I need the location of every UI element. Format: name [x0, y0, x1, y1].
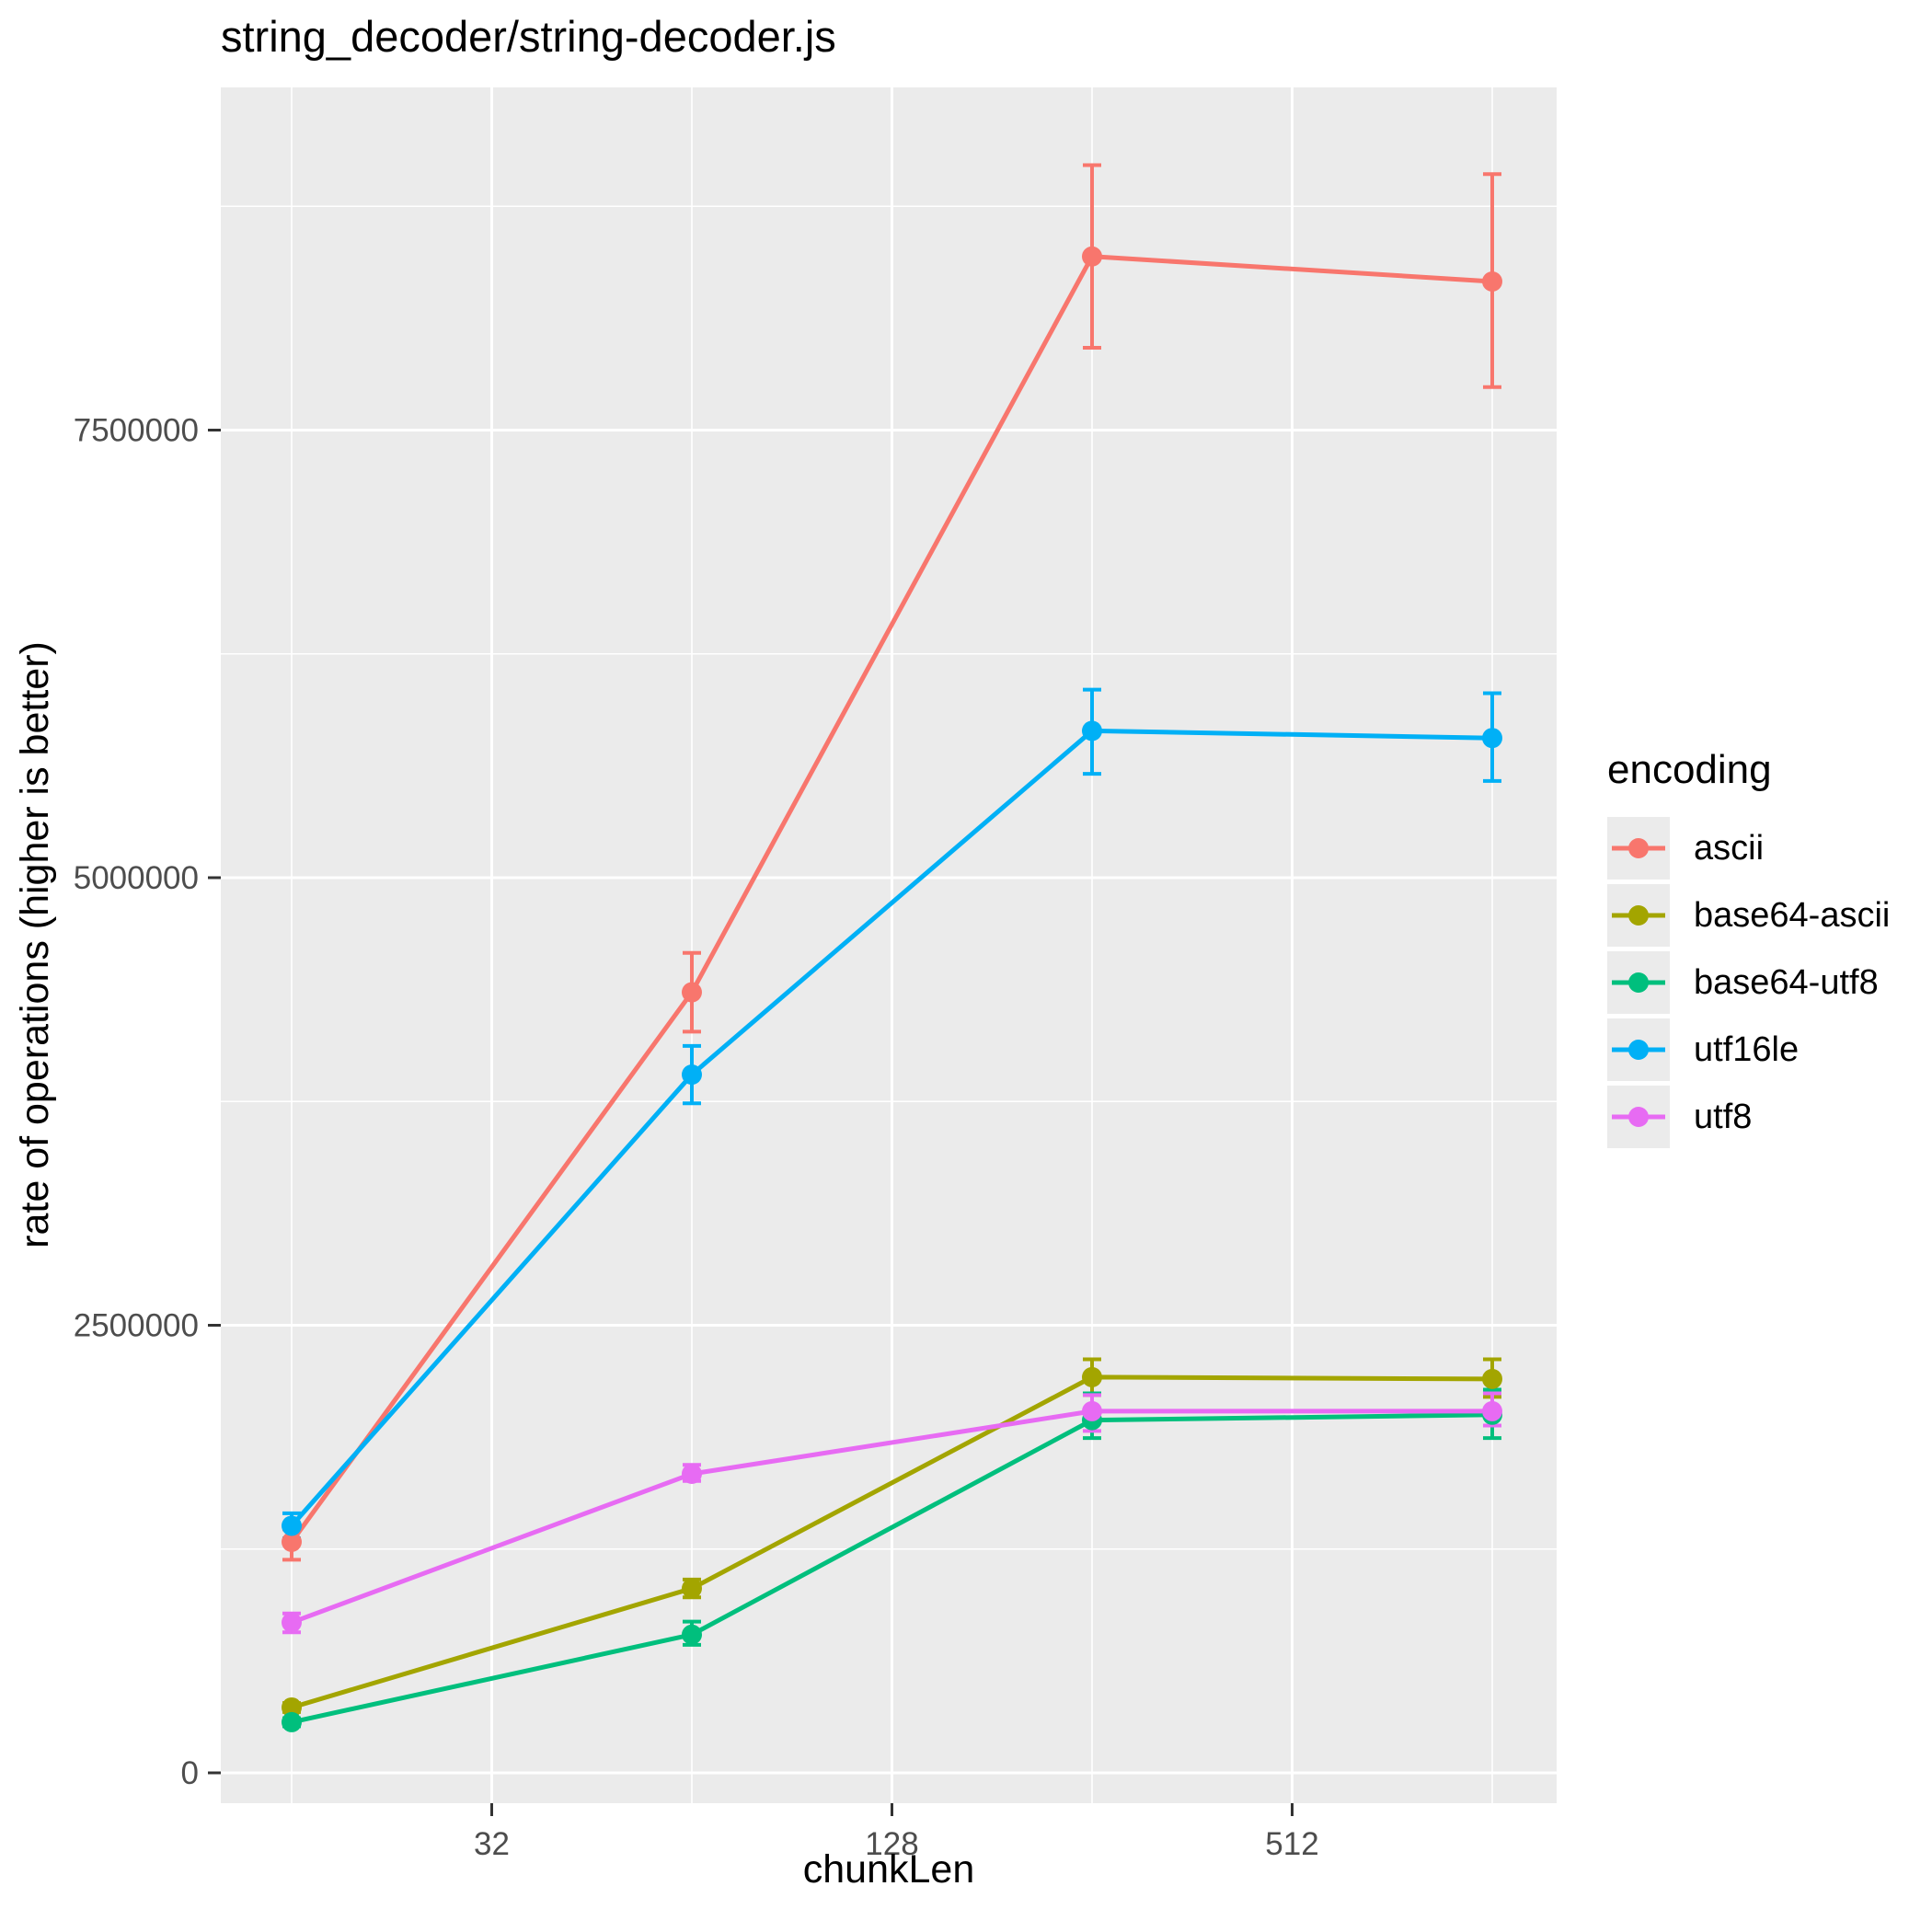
data-point-ascii: [1482, 270, 1502, 292]
data-point-utf8: [1082, 1400, 1102, 1421]
x-axis-title: chunkLen: [802, 1847, 975, 1892]
legend-label: base64-ascii: [1694, 895, 1891, 935]
data-point-base64-utf8: [282, 1711, 302, 1732]
legend-item-utf16le: utf16le: [1607, 1018, 1890, 1081]
data-point-utf16le: [282, 1515, 302, 1536]
data-point-utf16le: [1082, 720, 1102, 742]
legend-dot-icon: [1628, 905, 1649, 926]
legend-glyph-icon: [1612, 838, 1665, 858]
series-line-ascii: [289, 254, 1493, 1544]
legend-label: utf8: [1694, 1097, 1753, 1136]
data-point-ascii: [682, 982, 702, 1003]
y-tick-label: 7500000: [74, 413, 199, 449]
series-line-utf8: [291, 1409, 1492, 1625]
y-tick-label: 2500000: [74, 1308, 199, 1344]
data-point-base64-ascii: [282, 1696, 302, 1718]
data-point-utf8: [282, 1612, 302, 1633]
legend-label: base64-utf8: [1694, 962, 1879, 1002]
legend-title: encoding: [1607, 747, 1772, 792]
legend-dot-icon: [1628, 972, 1649, 993]
data-point-utf8: [1482, 1400, 1502, 1421]
data-point-utf8: [682, 1464, 702, 1485]
legend-key-utf8: [1607, 1086, 1670, 1148]
legend-item-utf8: utf8: [1607, 1086, 1890, 1148]
legend-item-base64-utf8: base64-utf8: [1607, 951, 1890, 1014]
data-point-base64-ascii: [682, 1578, 702, 1599]
data-point-base64-ascii: [1082, 1366, 1102, 1387]
y-tick-label: 5000000: [74, 860, 199, 896]
x-tick-label: 512: [1265, 1826, 1318, 1862]
series-line-base64-ascii: [291, 1374, 1493, 1710]
y-axis-title-text: rate of operations (higher is better): [13, 641, 57, 1248]
data-point-utf16le: [682, 1064, 702, 1086]
x-tick-label: 128: [865, 1826, 918, 1862]
legend-key-utf16le: [1607, 1018, 1670, 1081]
legend-items: ascii base64-ascii base64-utf8 utf16le utf8: [1607, 817, 1890, 1148]
legend-label: ascii: [1694, 828, 1765, 868]
legend-item-ascii: ascii: [1607, 817, 1890, 880]
legend-key-base64-ascii: [1607, 884, 1670, 947]
data-point-base64-utf8: [682, 1624, 702, 1645]
panel-background: [221, 87, 1557, 1803]
data-point-utf16le: [1482, 728, 1502, 749]
legend-dot-icon: [1628, 838, 1649, 858]
legend-glyph-icon: [1612, 905, 1665, 926]
data-point-ascii: [282, 1531, 302, 1552]
data-point-ascii: [1082, 246, 1102, 267]
data-point-base64-ascii: [1482, 1368, 1502, 1389]
legend-key-ascii: [1607, 817, 1670, 880]
series-line-utf16le: [290, 728, 1493, 1528]
x-tick-label: 32: [474, 1826, 510, 1862]
legend-dot-icon: [1628, 1040, 1649, 1060]
series-line-base64-utf8: [291, 1412, 1493, 1725]
legend: encoding ascii base64-ascii base64-utf8 utf…: [1607, 747, 1890, 1153]
legend-glyph-icon: [1612, 1040, 1665, 1060]
legend-dot-icon: [1628, 1107, 1649, 1127]
legend-glyph-icon: [1612, 1107, 1665, 1127]
legend-label: utf16le: [1694, 1029, 1800, 1069]
y-tick-label: 0: [181, 1755, 199, 1791]
legend-item-base64-ascii: base64-ascii: [1607, 884, 1890, 947]
legend-key-base64-utf8: [1607, 951, 1670, 1014]
legend-glyph-icon: [1612, 972, 1665, 993]
chart-title: string_decoder/string-decoder.js: [221, 12, 836, 61]
